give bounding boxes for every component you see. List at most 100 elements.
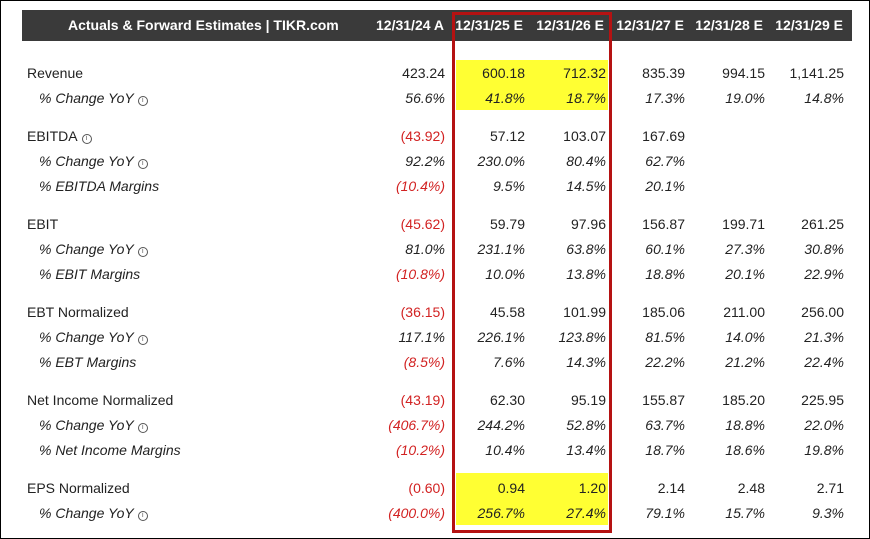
table-cell: (36.15) [400, 304, 445, 320]
table-cell: 101.99 [563, 304, 606, 320]
info-circle-icon[interactable]: i [137, 423, 148, 433]
row-label-text: EBT Normalized [27, 304, 129, 320]
table-cell: 19.8% [804, 442, 844, 458]
table-cell: 994.15 [722, 65, 765, 81]
table-cell: 14.0% [725, 329, 765, 345]
table-cell: 30.8% [804, 241, 844, 257]
row-label: % EBIT Margins [39, 264, 140, 284]
row-label: % Change YoY i [39, 239, 148, 259]
table-cell: 103.07 [563, 128, 606, 144]
table-cell: 21.3% [804, 329, 844, 345]
row-label-text: % Net Income Margins [39, 442, 181, 458]
table-cell: 167.69 [642, 128, 685, 144]
table-cell: 256.00 [801, 304, 844, 320]
table-cell: (10.4%) [395, 178, 445, 194]
table-cell: 225.95 [801, 392, 844, 408]
table-cell: 41.8% [485, 90, 525, 106]
info-circle-icon[interactable]: i [137, 335, 148, 345]
table-cell: 14.5% [566, 178, 606, 194]
table-row: EBT Normalized (36.15) 45.58 101.99 185.06 21… [0, 302, 870, 322]
table-cell: 52.8% [566, 417, 606, 433]
table-cell: 600.18 [482, 65, 525, 81]
row-label-text: % EBT Margins [39, 354, 137, 370]
table-row: % Change YoY i (400.0%) 256.7% 27.4% 79.1% 15.… [0, 503, 870, 523]
info-circle-icon[interactable]: i [137, 159, 148, 169]
row-label: % Change YoY i [39, 503, 148, 523]
col-header-2024: 12/31/24 A [376, 17, 444, 33]
table-row: % Net Income Margins (10.2%) 10.4% 13.4% 18.… [0, 440, 870, 460]
table-cell: 81.5% [645, 329, 685, 345]
info-circle-icon[interactable]: i [81, 134, 92, 144]
table-row: % Change YoY i 117.1% 226.1% 123.8% 81.5% 14.0… [0, 327, 870, 347]
table-cell: 9.5% [493, 178, 525, 194]
table-cell: 244.2% [477, 417, 525, 433]
row-label-text: % Change YoY [39, 153, 134, 169]
table-row: % Change YoY i 92.2% 230.0% 80.4% 62.7% [0, 151, 870, 171]
table-header: Actuals & Forward Estimates | TIKR.com 1… [22, 10, 852, 41]
table-cell: 10.4% [485, 442, 525, 458]
table-cell: (8.5%) [403, 354, 445, 370]
row-label: % Net Income Margins [39, 440, 181, 460]
row-label: % Change YoY i [39, 151, 148, 171]
table-cell: 56.6% [405, 90, 445, 106]
col-header-2025: 12/31/25 E [455, 17, 523, 33]
table-row: % Change YoY i 56.6% 41.8% 18.7% 17.3% 19.0% 14… [0, 88, 870, 108]
row-label-text: EPS Normalized [27, 480, 130, 496]
table-cell: 62.30 [489, 392, 525, 408]
table-cell: 22.2% [645, 354, 685, 370]
table-cell: 80.4% [566, 153, 606, 169]
table-cell: (0.60) [408, 480, 445, 496]
table-cell: 95.19 [570, 392, 606, 408]
table-cell: 57.12 [489, 128, 525, 144]
table-row: % Change YoY i 81.0% 231.1% 63.8% 60.1% 27.3% 3… [0, 239, 870, 259]
row-label: EPS Normalized [27, 478, 130, 498]
table-cell: 2.71 [816, 480, 844, 496]
table-cell: 14.8% [804, 90, 844, 106]
table-cell: (10.8%) [395, 266, 445, 282]
table-row: Net Income Normalized (43.19) 62.30 95.19 15… [0, 390, 870, 410]
row-label: % Change YoY i [39, 415, 148, 435]
row-label-text: Net Income Normalized [27, 392, 174, 408]
info-circle-icon[interactable]: i [137, 511, 148, 521]
col-header-2028: 12/31/28 E [695, 17, 763, 33]
row-label: % Change YoY i [39, 88, 148, 108]
table-cell: 423.24 [402, 65, 445, 81]
table-cell: 19.0% [725, 90, 765, 106]
row-label: EBT Normalized [27, 302, 129, 322]
table-cell: 211.00 [723, 304, 765, 320]
table-cell: 63.7% [645, 417, 685, 433]
table-cell: 231.1% [477, 241, 525, 257]
table-row: EBITDA i (43.92) 57.12 103.07 167.69 [0, 126, 870, 146]
table-cell: (43.19) [400, 392, 445, 408]
row-label-text: % Change YoY [39, 241, 134, 257]
table-cell: 21.2% [725, 354, 765, 370]
row-label: EBIT [27, 214, 58, 234]
table-cell: 10.0% [485, 266, 525, 282]
table-cell: (45.62) [400, 216, 445, 232]
table-cell: 92.2% [405, 153, 445, 169]
row-label: EBITDA i [27, 126, 92, 146]
table-cell: 7.6% [493, 354, 525, 370]
table-cell: 17.3% [645, 90, 685, 106]
table-cell: 18.6% [725, 442, 765, 458]
table-cell: (43.92) [400, 128, 445, 144]
row-label-text: % EBIT Margins [39, 266, 141, 282]
row-label-text: EBIT [27, 216, 59, 232]
highlight-outline [452, 12, 612, 533]
table-cell: 0.94 [497, 480, 525, 496]
highlight-revenue [456, 60, 608, 110]
table-cell: 1,141.25 [789, 65, 845, 81]
table-cell: (400.0%) [388, 505, 445, 521]
table-cell: 226.1% [477, 329, 525, 345]
table-cell: 835.39 [642, 65, 685, 81]
table-cell: 15.7% [725, 505, 765, 521]
highlight-eps [456, 473, 608, 525]
table-cell: 712.32 [563, 65, 606, 81]
table-cell: 59.79 [489, 216, 525, 232]
info-circle-icon[interactable]: i [137, 96, 148, 106]
table-cell: 13.8% [566, 266, 606, 282]
table-cell: 60.1% [645, 241, 685, 257]
table-cell: 156.87 [642, 216, 685, 232]
table-cell: 18.7% [566, 90, 606, 106]
info-circle-icon[interactable]: i [137, 247, 148, 257]
